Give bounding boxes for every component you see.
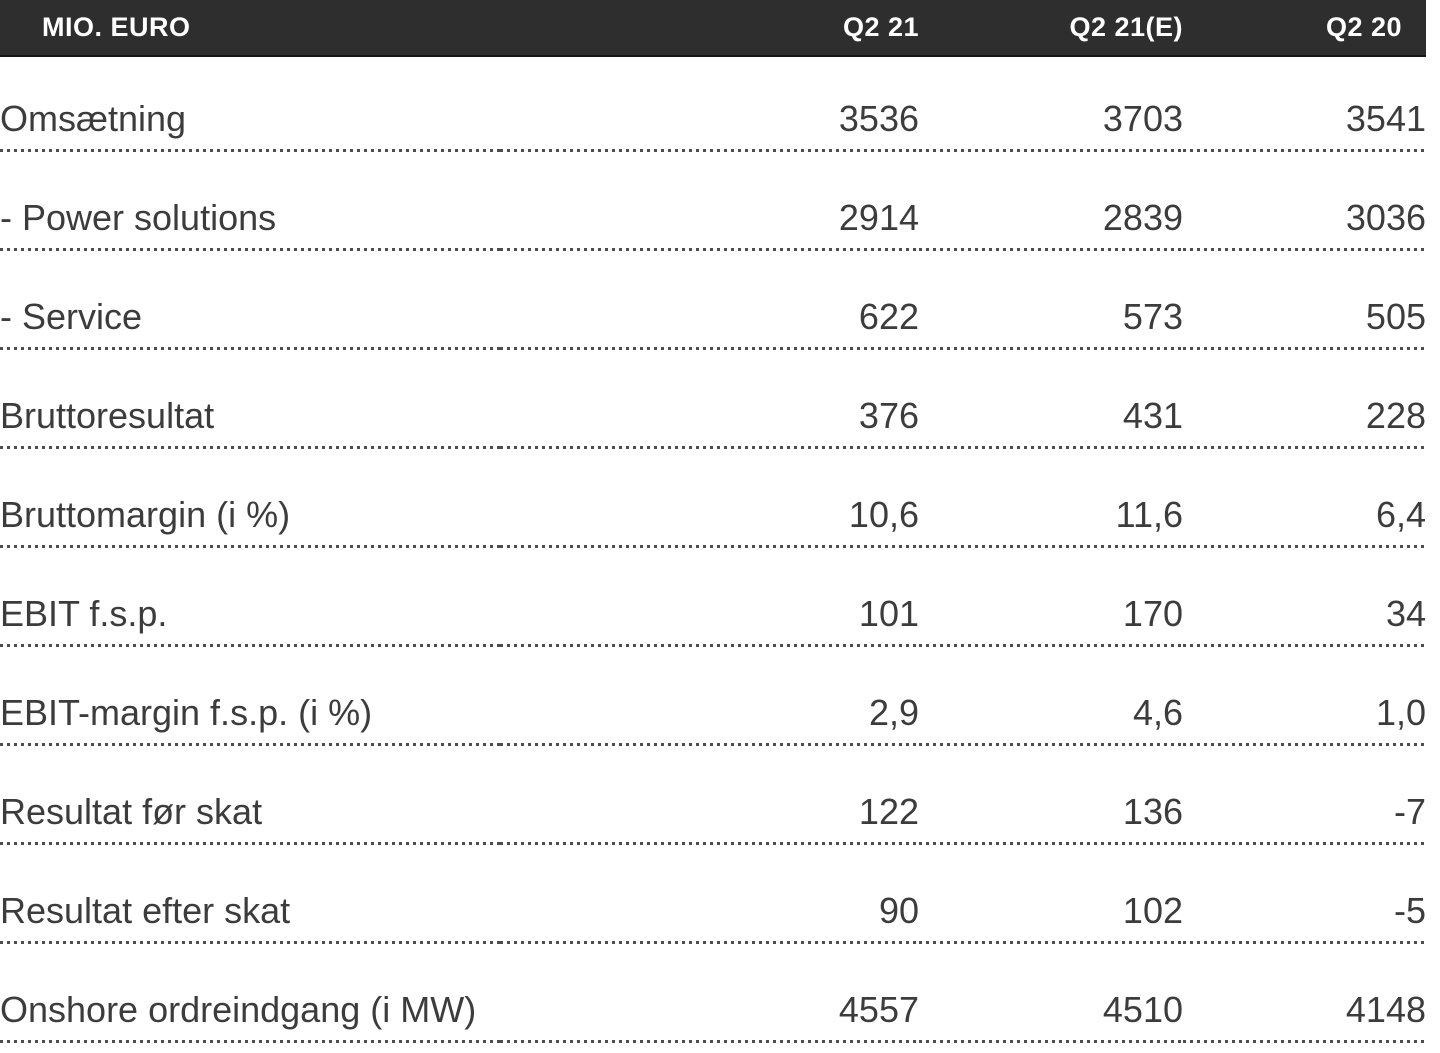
row-label: - Power solutions <box>0 152 500 251</box>
row-value-q2-21e: 2839 <box>919 152 1183 251</box>
row-value-q2-21e: 170 <box>919 548 1183 647</box>
table-row: Bruttoresultat 376 431 228 <box>0 350 1426 449</box>
row-value-q2-20: 34 <box>1183 548 1426 647</box>
row-value-q2-20: 1,0 <box>1183 647 1426 746</box>
row-value-q2-20: 4148 <box>1183 944 1426 1043</box>
table-row: - Power solutions 2914 2839 3036 <box>0 152 1426 251</box>
row-value-q2-21e: 431 <box>919 350 1183 449</box>
row-value-q2-20: 3036 <box>1183 152 1426 251</box>
row-value-q2-21: 2,9 <box>500 647 919 746</box>
row-value-q2-21: 622 <box>500 251 919 350</box>
table-row: EBIT f.s.p. 101 170 34 <box>0 548 1426 647</box>
table-row: - Service 622 573 505 <box>0 251 1426 350</box>
row-label: EBIT-margin f.s.p. (i %) <box>0 647 500 746</box>
row-value-q2-20: 228 <box>1183 350 1426 449</box>
row-value-q2-21e: 573 <box>919 251 1183 350</box>
header-col-q2-21: Q2 21 <box>842 12 919 42</box>
row-label: - Service <box>0 251 500 350</box>
row-value-q2-21e: 4,6 <box>919 647 1183 746</box>
row-value-q2-21: 4557 <box>500 944 919 1043</box>
row-value-q2-21e: 136 <box>919 746 1183 845</box>
table-row: Resultat efter skat 90 102 -5 <box>0 845 1426 944</box>
table-row: Omsætning 3536 3703 3541 <box>0 57 1426 152</box>
row-value-q2-21: 122 <box>500 746 919 845</box>
row-value-q2-21e: 11,6 <box>919 449 1183 548</box>
table-row: Bruttomargin (i %) 10,6 11,6 6,4 <box>0 449 1426 548</box>
row-value-q2-21: 10,6 <box>500 449 919 548</box>
header-col-q2-21e: Q2 21(E) <box>1069 12 1183 42</box>
table-row: Resultat før skat 122 136 -7 <box>0 746 1426 845</box>
row-value-q2-21: 3536 <box>500 57 919 152</box>
row-value-q2-20: 6,4 <box>1183 449 1426 548</box>
row-label: Onshore ordreindgang (i MW) <box>0 944 500 1043</box>
row-value-q2-20: 505 <box>1183 251 1426 350</box>
row-label: Omsætning <box>0 57 500 152</box>
row-value-q2-20: 3541 <box>1183 57 1426 152</box>
row-label: EBIT f.s.p. <box>0 548 500 647</box>
header-unit-label: MIO. EURO <box>42 12 191 42</box>
table-header-row: MIO. EURO Q2 21 Q2 21(E) Q2 20 <box>0 0 1426 57</box>
row-value-q2-20: -7 <box>1183 746 1426 845</box>
table-row: EBIT-margin f.s.p. (i %) 2,9 4,6 1,0 <box>0 647 1426 746</box>
header-col-q2-20: Q2 20 <box>1325 12 1402 42</box>
table-row: Onshore ordreindgang (i MW) 4557 4510 41… <box>0 944 1426 1043</box>
row-value-q2-21: 376 <box>500 350 919 449</box>
row-value-q2-21e: 4510 <box>919 944 1183 1043</box>
row-value-q2-20: -5 <box>1183 845 1426 944</box>
row-value-q2-21e: 3703 <box>919 57 1183 152</box>
row-label: Bruttoresultat <box>0 350 500 449</box>
row-label: Resultat før skat <box>0 746 500 845</box>
row-value-q2-21e: 102 <box>919 845 1183 944</box>
table-body: Omsætning 3536 3703 3541 - Power solutio… <box>0 57 1426 1043</box>
row-value-q2-21: 101 <box>500 548 919 647</box>
row-label: Resultat efter skat <box>0 845 500 944</box>
row-label: Bruttomargin (i %) <box>0 449 500 548</box>
row-value-q2-21: 2914 <box>500 152 919 251</box>
row-value-q2-21: 90 <box>500 845 919 944</box>
